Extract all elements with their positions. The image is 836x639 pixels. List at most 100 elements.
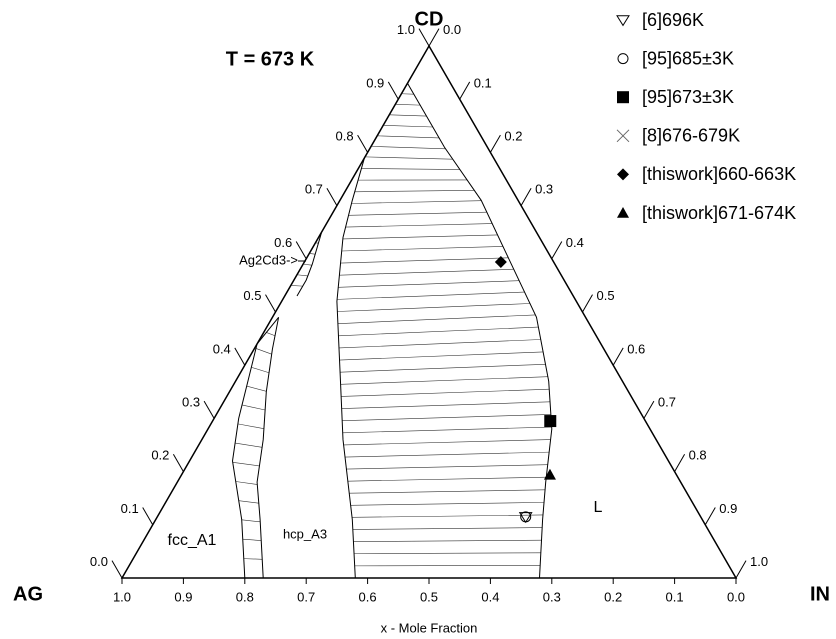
tie-line	[389, 114, 427, 117]
tie-line	[353, 539, 542, 542]
tie-line	[351, 200, 482, 204]
tie-line	[255, 348, 272, 355]
corner-label: CD	[415, 8, 444, 30]
point	[543, 468, 556, 480]
tie-line	[395, 103, 421, 106]
legend-marker	[617, 207, 629, 218]
bottom-tick-label: 0.4	[481, 589, 499, 604]
left-tick-label: 0.0	[90, 554, 108, 569]
tie-line	[350, 502, 545, 506]
tie-line	[235, 481, 258, 485]
tie-line	[309, 253, 316, 255]
left-tick-label: 0.8	[336, 129, 354, 144]
tick	[612, 347, 624, 366]
tick	[520, 188, 532, 206]
tie-line	[354, 552, 541, 555]
tie-line	[241, 404, 266, 411]
phase-boundary	[256, 317, 280, 579]
legend-marker	[617, 53, 629, 65]
phase-boundary	[407, 82, 553, 579]
tie-line	[241, 519, 261, 523]
legend-marker	[617, 91, 629, 104]
bottom-tick-label: 0.7	[297, 589, 315, 604]
tie-line	[341, 388, 550, 397]
axis-label: x - Mole Fraction	[381, 620, 478, 635]
tie-line	[347, 476, 547, 482]
point	[520, 511, 532, 523]
phase-boundary	[336, 82, 408, 579]
bottom-tick-label: 0.2	[604, 589, 622, 604]
tie-line	[348, 211, 487, 216]
tie-line	[338, 326, 539, 337]
tie-line	[343, 439, 551, 446]
tie-line	[377, 135, 440, 139]
right-tick-label: 0.6	[627, 341, 645, 356]
point	[518, 512, 533, 524]
left-tick-label: 0.5	[243, 288, 261, 303]
tie-line	[237, 423, 264, 429]
legend-label: [thiswork]671-674K	[642, 203, 796, 223]
bottom-tick-label: 0.1	[666, 589, 684, 604]
legend-label: [95]685±3K	[642, 48, 734, 68]
left-tick-label: 0.1	[121, 501, 139, 516]
tie-line	[345, 451, 550, 458]
annotation: Ag2Cd3->	[239, 252, 298, 267]
tick	[489, 134, 501, 153]
tie-line	[337, 314, 536, 324]
tie-line	[342, 234, 498, 240]
tie-line	[349, 489, 546, 494]
tick	[142, 507, 154, 526]
tie-line	[266, 332, 276, 337]
tie-line	[371, 146, 446, 150]
legend-label: [thiswork]660-663K	[642, 164, 796, 184]
bottom-tick-label: 1.0	[113, 589, 131, 604]
legend-label: [8]676-679K	[642, 126, 740, 146]
left-tick-label: 1.0	[397, 22, 415, 37]
tie-line	[251, 366, 270, 374]
bottom-tick-label: 0.6	[359, 589, 377, 604]
left-tick-label: 0.9	[366, 75, 384, 90]
tie-line	[337, 291, 525, 300]
tie-line	[341, 401, 551, 409]
tick	[643, 400, 655, 419]
tie-line	[365, 156, 453, 160]
tie-line	[303, 263, 312, 266]
tie-line	[339, 268, 514, 276]
tick	[428, 28, 440, 47]
tick	[234, 347, 246, 366]
right-tick-label: 0.0	[443, 22, 461, 37]
legend-marker	[616, 129, 630, 143]
tick	[326, 188, 338, 206]
right-tick-label: 0.8	[689, 448, 707, 463]
tie-line	[383, 125, 433, 128]
tie-line	[337, 303, 530, 312]
tie-line	[232, 462, 260, 467]
tie-line	[346, 464, 548, 470]
tick	[551, 241, 563, 260]
legend-marker	[616, 15, 630, 27]
left-tick-label: 0.6	[274, 235, 292, 250]
right-tick-label: 1.0	[750, 554, 768, 569]
legend-label: [6]696K	[642, 10, 704, 30]
tie-line	[354, 189, 475, 193]
tick	[357, 134, 369, 153]
right-tick-label: 0.9	[719, 501, 737, 516]
corner-label: AG	[13, 583, 43, 605]
tie-line	[345, 223, 493, 228]
tie-line	[238, 500, 259, 504]
phase-boundary	[296, 232, 323, 297]
tick	[582, 294, 593, 313]
tie-line	[246, 385, 267, 392]
bottom-tick-label: 0.8	[236, 589, 254, 604]
tick	[387, 81, 399, 100]
tick	[295, 241, 307, 260]
tie-line	[342, 426, 552, 434]
left-tick-label: 0.4	[213, 341, 231, 356]
tie-line	[243, 558, 263, 560]
tie-line	[338, 280, 520, 288]
point	[494, 255, 507, 268]
legend-marker	[617, 168, 629, 181]
tie-line	[361, 168, 460, 170]
tick	[735, 560, 747, 579]
